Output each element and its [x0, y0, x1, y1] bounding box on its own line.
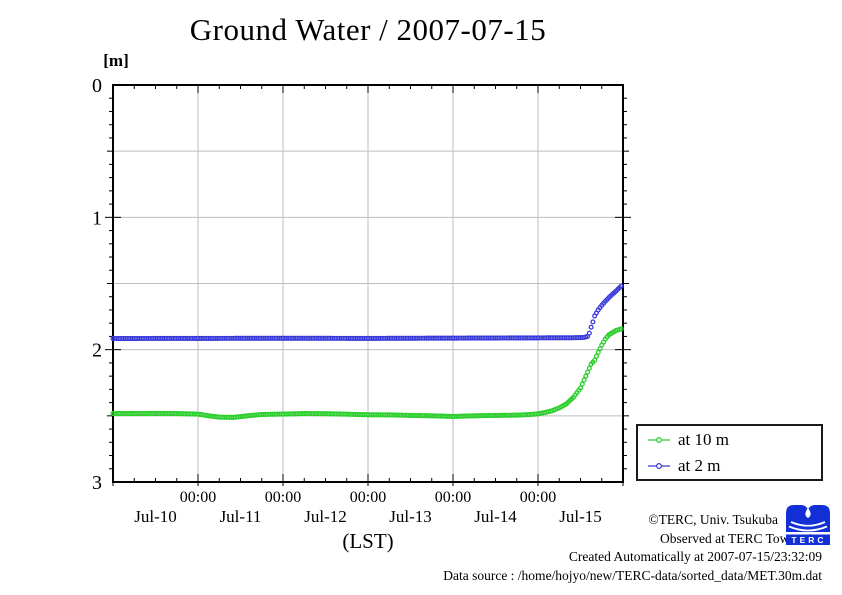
water-drop-icon	[805, 507, 811, 518]
observed-site-text: Observed at TERC Tower site	[659, 530, 822, 546]
svg-text:00:00: 00:00	[520, 489, 556, 506]
svg-text:3: 3	[92, 472, 102, 494]
svg-text:2: 2	[92, 340, 102, 362]
svg-text:00:00: 00:00	[265, 489, 301, 506]
svg-text:(LST): (LST)	[342, 529, 393, 553]
legend-label-at-2m: at 2 m	[678, 456, 721, 475]
svg-text:00:00: 00:00	[180, 489, 216, 506]
svg-text:00:00: 00:00	[435, 489, 471, 506]
svg-text:Jul-12: Jul-12	[304, 507, 347, 526]
series-at-2m-marker-icon	[648, 462, 670, 470]
svg-text:Jul-11: Jul-11	[220, 507, 262, 526]
svg-text:Jul-15: Jul-15	[559, 507, 602, 526]
svg-text:Jul-13: Jul-13	[389, 507, 432, 526]
svg-text:Jul-14: Jul-14	[474, 507, 517, 526]
legend: at 10 m at 2 m	[636, 424, 823, 481]
svg-text:00:00: 00:00	[350, 489, 386, 506]
data-source-text: Data source : /home/hojyo/new/TERC-data/…	[443, 567, 822, 583]
y-axis-unit-label: [m]	[103, 51, 129, 70]
terc-logo: TERC	[786, 505, 830, 545]
copyright-text: ©TERC, Univ. Tsukuba	[648, 512, 778, 527]
created-at-text: Created Automatically at 2007-07-15/23:3…	[568, 549, 822, 564]
svg-text:1: 1	[92, 207, 102, 229]
terc-logo-text: TERC	[791, 535, 826, 545]
legend-item-at-10m: at 10 m	[638, 428, 821, 452]
footer-credits: ©TERC, Univ. Tsukuba Observed at TERC To…	[443, 511, 822, 585]
series-at-10m-marker-icon	[648, 436, 670, 444]
legend-item-at-2m: at 2 m	[638, 454, 821, 478]
legend-label-at-10m: at 10 m	[678, 430, 729, 449]
svg-text:0: 0	[92, 75, 102, 97]
page-title: Ground Water / 2007-07-15	[189, 12, 547, 47]
svg-text:Jul-10: Jul-10	[134, 507, 177, 526]
